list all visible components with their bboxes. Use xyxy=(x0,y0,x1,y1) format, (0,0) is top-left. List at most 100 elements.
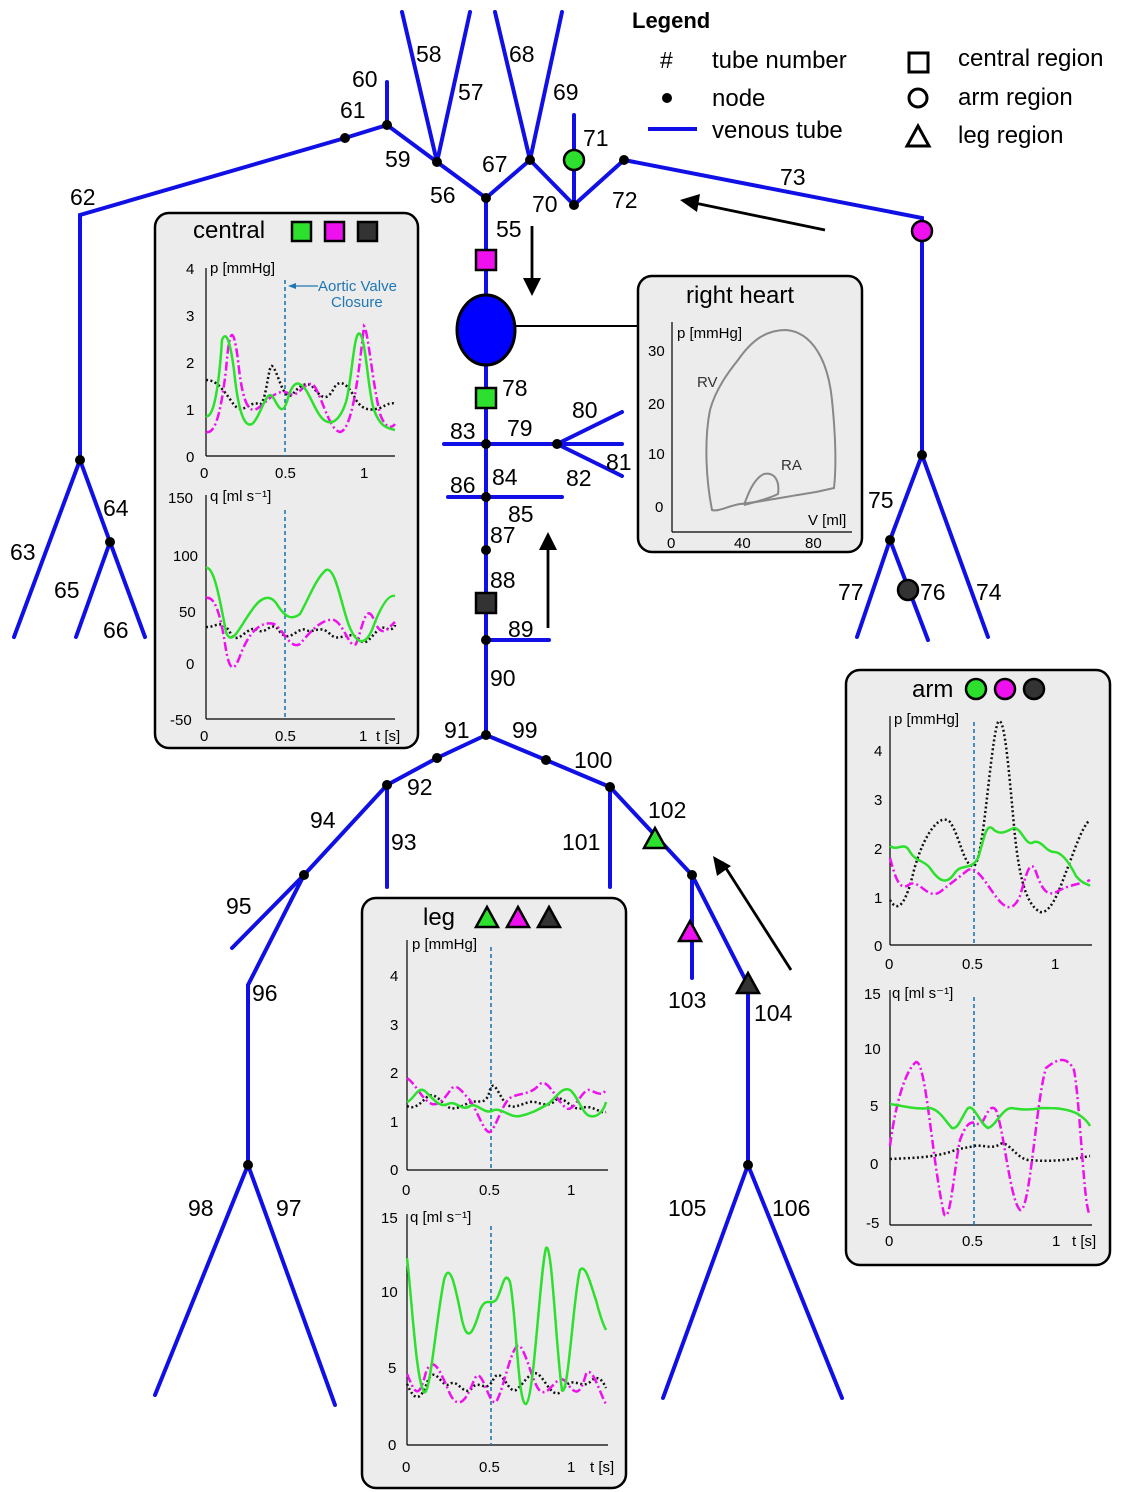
arm-p-green-series xyxy=(889,826,1091,888)
tick-label: 5 xyxy=(388,1360,396,1377)
central-marker-green-square xyxy=(474,386,498,410)
tube-label: 96 xyxy=(252,980,278,1006)
tube-label: 60 xyxy=(352,66,378,92)
tick-label: 0 xyxy=(388,1437,396,1454)
tube-label: 65 xyxy=(54,577,80,603)
arm-p-axis-label: p [mmHg] xyxy=(894,711,959,728)
tick-label: -5 xyxy=(866,1215,879,1232)
tube-label: 69 xyxy=(553,79,579,105)
node xyxy=(541,755,551,765)
tick-label: 0 xyxy=(390,1162,398,1179)
tick-label: 0 xyxy=(186,449,194,466)
central-panel: central p [mmHg] 4 3 2 1 0 0 0.5 1 Aorti… xyxy=(153,211,420,750)
node xyxy=(885,535,895,545)
legend-central-region: central region xyxy=(958,45,1103,72)
node xyxy=(382,120,392,130)
tube-102 xyxy=(608,785,694,877)
legend-tube-number: tube number xyxy=(712,47,847,74)
tick-label: -50 xyxy=(170,712,192,729)
heart-p-axis-label: p [mmHg] xyxy=(677,325,742,342)
tick-label: 1 xyxy=(360,465,368,482)
right-heart-icon xyxy=(455,293,517,367)
tube-label: 90 xyxy=(490,665,516,691)
central-panel-title: central xyxy=(193,217,265,244)
central-legend-green-square xyxy=(290,220,313,243)
node xyxy=(299,870,309,880)
arm-p-magenta-series xyxy=(888,857,1091,909)
tick-label: 1 xyxy=(1052,1233,1060,1250)
tube-label: 83 xyxy=(450,418,476,444)
tick-label: 50 xyxy=(179,604,196,621)
tick-label: 0.5 xyxy=(275,465,296,482)
arm-q-black-series xyxy=(889,1142,1091,1163)
flow-arrow xyxy=(720,861,793,971)
tick-label: 0 xyxy=(655,499,663,516)
tube-label: 71 xyxy=(583,125,609,151)
tube-label: 68 xyxy=(509,41,535,67)
tube-label: 62 xyxy=(70,184,96,210)
tube-label: 67 xyxy=(482,151,508,177)
tick-label: 0.5 xyxy=(962,956,983,973)
tube-label: 104 xyxy=(754,1000,793,1026)
tube-labels: 55 56 57 58 59 60 61 62 63 64 65 66 67 6… xyxy=(10,41,1002,1221)
tube-73 xyxy=(622,158,924,457)
node xyxy=(75,455,85,465)
tick-label: 0 xyxy=(402,1182,410,1199)
tube-label: 99 xyxy=(512,717,538,743)
tube-69 xyxy=(528,10,564,162)
node xyxy=(569,200,579,210)
tick-label: 15 xyxy=(381,1210,398,1227)
tick-label: 1 xyxy=(874,890,882,907)
legend-node: node xyxy=(712,85,765,112)
tube-label: 100 xyxy=(574,747,612,773)
tube-70 xyxy=(528,158,576,207)
heart-panel-box xyxy=(636,274,864,554)
legend-node-icon xyxy=(662,93,672,103)
tube-label: 73 xyxy=(780,164,806,190)
arm-marker-green-circle xyxy=(562,148,586,172)
tick-label: 10 xyxy=(381,1284,398,1301)
arm-p-black-series xyxy=(888,719,1091,914)
central-t-axis-label: t [s] xyxy=(376,728,400,745)
legend: Legend # tube number node venous tube ce… xyxy=(632,8,1103,149)
tube-label: 89 xyxy=(508,616,534,642)
tube-74 xyxy=(920,453,990,639)
tick-label: 0 xyxy=(667,535,675,552)
tube-105 xyxy=(661,1163,750,1400)
tube-82 xyxy=(555,442,624,478)
central-legend-magenta-square xyxy=(323,220,346,243)
tube-label: 63 xyxy=(10,539,36,565)
nodes xyxy=(75,120,927,1170)
tick-label: 0 xyxy=(402,1459,410,1476)
leg-q-axis-label: q [ml s⁻¹] xyxy=(410,1209,471,1226)
tube-label: 55 xyxy=(496,216,522,242)
tick-label: 2 xyxy=(390,1065,398,1082)
legend-square-icon xyxy=(907,51,930,74)
leg-marker-magenta-triangle xyxy=(676,918,704,943)
tube-label: 64 xyxy=(103,495,129,521)
heart-panel-title: right heart xyxy=(686,282,794,309)
tube-label: 66 xyxy=(103,617,129,643)
heart-v-axis-label: V [ml] xyxy=(808,512,846,529)
tube-56 xyxy=(435,160,488,200)
ra-loop xyxy=(743,472,780,506)
leg-legend-magenta-triangle xyxy=(504,904,532,929)
tube-label: 85 xyxy=(508,501,534,527)
leg-legend-black-triangle xyxy=(535,904,563,929)
leg-panel-title: leg xyxy=(423,904,455,931)
node xyxy=(687,870,697,880)
tick-label: 0 xyxy=(885,1233,893,1250)
leg-p-black-series xyxy=(406,1084,607,1114)
tube-58 xyxy=(400,10,439,164)
tick-label: 1 xyxy=(186,402,194,419)
tube-label: 106 xyxy=(772,1195,810,1221)
tube-67 xyxy=(484,158,532,200)
node xyxy=(340,133,350,143)
central-p-green-series xyxy=(205,332,396,432)
central-p-black-series xyxy=(205,364,396,411)
tube-72 xyxy=(572,158,626,207)
tick-label: 1 xyxy=(359,728,367,745)
tube-96 xyxy=(246,873,306,1167)
arm-q-axis-label: q [ml s⁻¹] xyxy=(892,985,953,1002)
